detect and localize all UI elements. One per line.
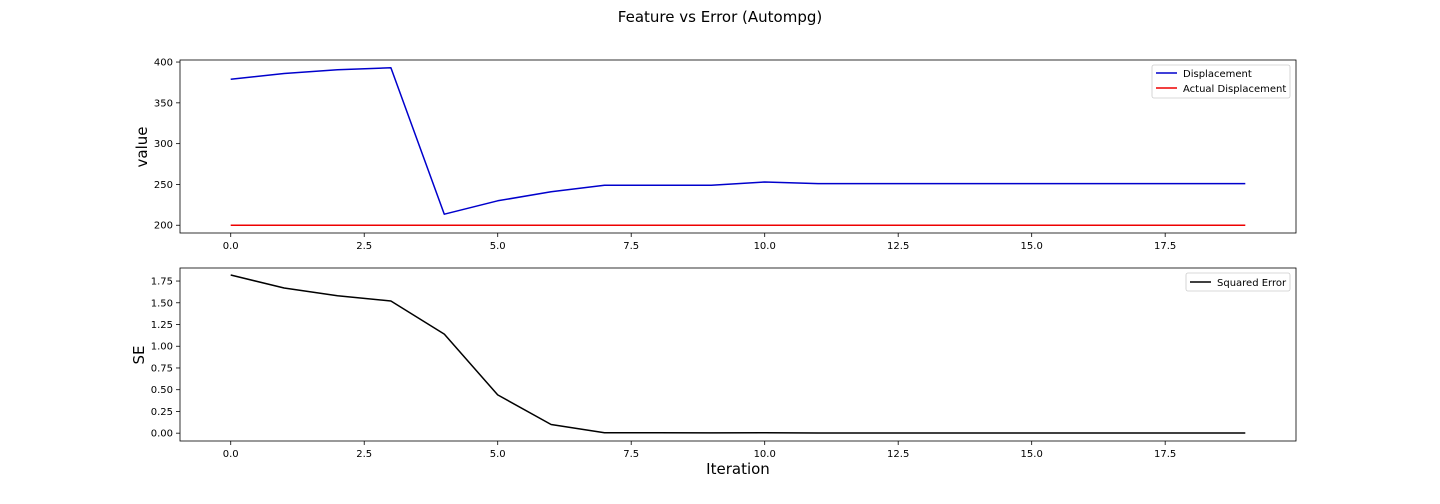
bottom-legend: Squared Error	[1185, 272, 1291, 292]
bottom-y-axis-label: SE	[130, 346, 148, 365]
bottom-y-tick-label: 0.25	[151, 407, 173, 418]
series-line-squared-error	[230, 274, 1246, 434]
bottom-chart: 0.0 2.5 5.0 7.5 10.0 12.5 15.0 17.5 0.00 0.25 0.5…	[130, 267, 1297, 478]
bottom-y-tick-label: 1.75	[151, 277, 173, 288]
top-x-tick-label: 7.5	[623, 241, 639, 252]
bottom-x-tick-label: 2.5	[356, 449, 372, 460]
bottom-y-tick-label: 1.00	[151, 342, 173, 353]
top-x-tick-label: 17.5	[1154, 241, 1176, 252]
series-line-displacement	[230, 67, 1246, 215]
figure-title: Feature vs Error (Autompg)	[618, 8, 822, 26]
bottom-y-tick-label: 1.25	[151, 320, 173, 331]
legend-label-displacement: Displacement	[1183, 69, 1252, 80]
top-series-group	[230, 67, 1246, 226]
bottom-y-tick-label: 0.50	[151, 385, 173, 396]
bottom-x-tick-label: 12.5	[887, 449, 909, 460]
top-x-tick-label: 0.0	[223, 241, 239, 252]
bottom-series-group	[230, 274, 1246, 434]
legend-label-squared-error: Squared Error	[1217, 278, 1287, 289]
bottom-y-axis: 0.00 0.25 0.50 0.75 1.00 1.25 1.50 1.75	[151, 277, 180, 440]
top-chart: 0.0 2.5 5.0 7.5 10.0 12.5 15.0 17.5 200 250 300 35…	[133, 58, 1297, 252]
top-y-tick-label: 400	[154, 58, 173, 69]
top-y-axis-label: value	[133, 127, 151, 168]
top-plot-area	[179, 59, 1297, 234]
legend-label-actual-displacement: Actual Displacement	[1183, 84, 1286, 95]
bottom-x-tick-label: 7.5	[623, 449, 639, 460]
top-x-axis: 0.0 2.5 5.0 7.5 10.0 12.5 15.0 17.5	[223, 233, 1176, 252]
top-x-tick-label: 15.0	[1021, 241, 1043, 252]
bottom-x-tick-label: 17.5	[1154, 449, 1176, 460]
top-x-tick-label: 5.0	[490, 241, 506, 252]
bottom-x-tick-label: 15.0	[1021, 449, 1043, 460]
top-legend: Displacement Actual Displacement	[1151, 64, 1291, 99]
top-x-tick-label: 10.0	[754, 241, 776, 252]
top-y-tick-label: 250	[154, 180, 173, 191]
bottom-legend-box	[1185, 272, 1291, 292]
top-y-tick-label: 300	[154, 139, 173, 150]
top-legend-box	[1151, 64, 1291, 99]
bottom-x-axis: 0.0 2.5 5.0 7.5 10.0 12.5 15.0 17.5	[223, 441, 1176, 460]
bottom-x-tick-label: 5.0	[490, 449, 506, 460]
top-y-axis: 200 250 300 350 400	[154, 58, 180, 232]
top-y-tick-label: 200	[154, 221, 173, 232]
bottom-y-tick-label: 0.00	[151, 429, 173, 440]
bottom-y-tick-label: 1.50	[151, 298, 173, 309]
bottom-plot-area	[179, 267, 1297, 442]
bottom-x-axis-label: Iteration	[706, 460, 770, 478]
top-x-tick-label: 2.5	[356, 241, 372, 252]
top-y-tick-label: 350	[154, 98, 173, 109]
bottom-x-tick-label: 10.0	[754, 449, 776, 460]
bottom-y-tick-label: 0.75	[151, 363, 173, 374]
bottom-x-tick-label: 0.0	[223, 449, 239, 460]
top-x-tick-label: 12.5	[887, 241, 909, 252]
